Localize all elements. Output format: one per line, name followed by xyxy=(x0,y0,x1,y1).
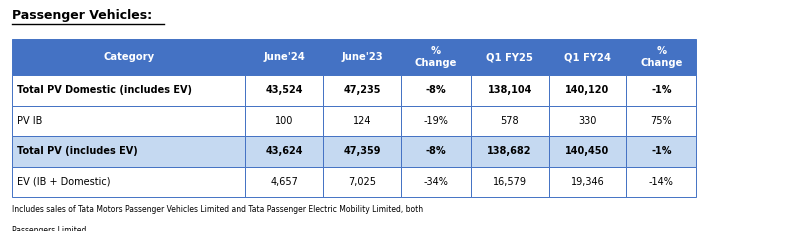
Text: 19,346: 19,346 xyxy=(570,177,604,187)
Text: 4,657: 4,657 xyxy=(270,177,298,187)
Text: -1%: -1% xyxy=(651,85,671,95)
Text: 43,524: 43,524 xyxy=(266,85,303,95)
Text: 75%: 75% xyxy=(650,116,672,126)
Text: Total PV (includes EV): Total PV (includes EV) xyxy=(17,146,138,156)
Text: 140,120: 140,120 xyxy=(566,85,610,95)
Text: 330: 330 xyxy=(578,116,597,126)
Text: Q1 FY24: Q1 FY24 xyxy=(564,52,611,62)
Text: EV (IB + Domestic): EV (IB + Domestic) xyxy=(17,177,110,187)
Text: Passengers Limited.: Passengers Limited. xyxy=(12,226,89,231)
Text: 138,104: 138,104 xyxy=(487,85,532,95)
Text: -8%: -8% xyxy=(426,85,446,95)
Text: -8%: -8% xyxy=(426,146,446,156)
Text: 578: 578 xyxy=(500,116,519,126)
Text: %
Change: % Change xyxy=(640,46,682,68)
Text: Includes sales of Tata Motors Passenger Vehicles Limited and Tata Passenger Elec: Includes sales of Tata Motors Passenger … xyxy=(12,205,423,214)
Text: June'23: June'23 xyxy=(341,52,382,62)
Text: June'24: June'24 xyxy=(263,52,305,62)
Text: -14%: -14% xyxy=(649,177,674,187)
Text: 47,359: 47,359 xyxy=(343,146,381,156)
Text: %
Change: % Change xyxy=(414,46,457,68)
Text: -1%: -1% xyxy=(651,146,671,156)
Text: Passenger Vehicles:: Passenger Vehicles: xyxy=(12,9,152,22)
Text: 140,450: 140,450 xyxy=(566,146,610,156)
Text: 100: 100 xyxy=(275,116,294,126)
Text: Total PV Domestic (includes EV): Total PV Domestic (includes EV) xyxy=(17,85,192,95)
Text: PV IB: PV IB xyxy=(17,116,42,126)
Text: 16,579: 16,579 xyxy=(493,177,526,187)
Text: -19%: -19% xyxy=(423,116,448,126)
Text: 7,025: 7,025 xyxy=(348,177,376,187)
Text: 124: 124 xyxy=(353,116,371,126)
Text: 47,235: 47,235 xyxy=(343,85,381,95)
Text: Category: Category xyxy=(103,52,154,62)
Text: Q1 FY25: Q1 FY25 xyxy=(486,52,533,62)
Text: 138,682: 138,682 xyxy=(487,146,532,156)
Text: -34%: -34% xyxy=(423,177,448,187)
Text: 43,624: 43,624 xyxy=(266,146,303,156)
